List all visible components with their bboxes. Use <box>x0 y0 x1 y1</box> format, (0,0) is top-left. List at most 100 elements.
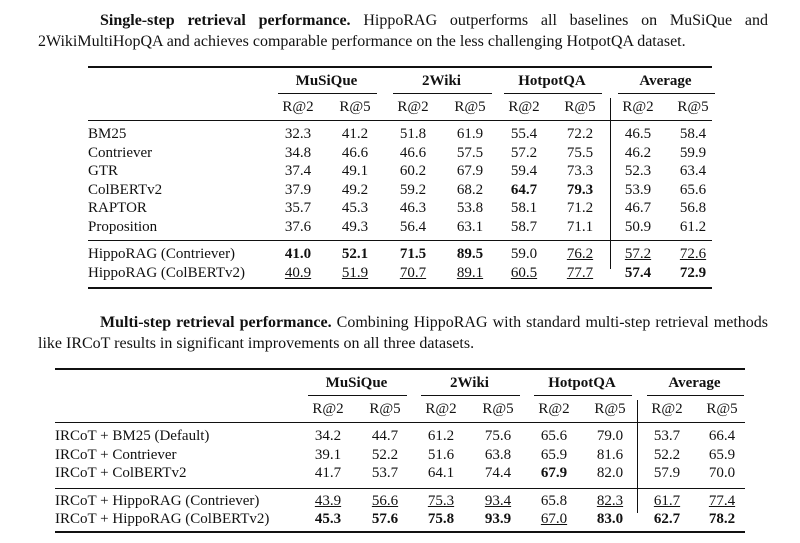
cell: 71.5 <box>399 246 427 262</box>
cell: 72.6 <box>679 246 707 262</box>
cell: 52.1 <box>341 246 369 262</box>
cell: 62.7 <box>653 511 681 527</box>
group-rule <box>393 93 492 94</box>
cell: 64.7 <box>510 181 538 198</box>
cell: 55.4 <box>510 126 538 142</box>
cell: 46.3 <box>399 200 427 216</box>
row-label: IRCoT + HippoRAG (ColBERTv2) <box>55 511 270 527</box>
metric-header: R@2 <box>425 401 457 417</box>
cell: 34.2 <box>314 428 342 444</box>
cell: 93.4 <box>484 493 512 509</box>
cell: 56.6 <box>371 493 399 509</box>
cell: 61.7 <box>653 493 681 509</box>
cell: 68.2 <box>456 181 484 198</box>
cell: 63.4 <box>679 163 707 179</box>
metric-header: R@2 <box>508 99 540 115</box>
cell: 53.8 <box>456 200 484 216</box>
cell: 46.5 <box>624 126 652 142</box>
cell: 32.3 <box>284 126 312 142</box>
cell: 46.2 <box>624 144 652 161</box>
cell: 75.6 <box>484 428 512 444</box>
cell: 72.2 <box>566 126 594 142</box>
cell: 51.6 <box>427 446 455 463</box>
cell: 66.4 <box>708 428 736 444</box>
caption: Multi-step retrieval performance. Combin… <box>38 312 768 354</box>
cell: 65.6 <box>540 428 568 444</box>
caption: Single-step retrieval performance. Hippo… <box>38 10 768 52</box>
cell: 65.9 <box>540 446 568 463</box>
cell: 60.2 <box>399 163 427 179</box>
group-header: 2Wiki <box>422 73 461 89</box>
cell: 75.5 <box>566 144 594 161</box>
group-header: 2Wiki <box>450 375 489 391</box>
cell: 40.9 <box>284 264 312 281</box>
cell: 83.0 <box>596 511 624 527</box>
table-rule <box>88 240 712 241</box>
row-label: BM25 <box>88 126 127 142</box>
metric-header: R@5 <box>564 99 596 115</box>
cell: 79.0 <box>596 428 624 444</box>
cell: 59.9 <box>679 144 707 161</box>
cell: 64.1 <box>427 465 455 481</box>
metric-header: R@2 <box>282 99 314 115</box>
cell: 52.2 <box>371 446 399 463</box>
cell: 57.2 <box>624 246 652 262</box>
metric-header: R@5 <box>706 401 738 417</box>
cell: 53.9 <box>624 181 652 198</box>
cell: 78.2 <box>708 511 736 527</box>
group-rule <box>647 395 744 396</box>
group-rule <box>308 395 407 396</box>
cell: 45.3 <box>341 200 369 216</box>
row-label: HippoRAG (Contriever) <box>88 246 236 262</box>
cell: 70.0 <box>708 465 736 481</box>
row-label: Contriever <box>88 144 153 161</box>
cell: 46.6 <box>341 144 369 161</box>
cell: 57.5 <box>456 144 484 161</box>
cell: 56.4 <box>399 218 427 235</box>
cell: 77.4 <box>708 493 736 509</box>
cell: 45.3 <box>314 511 342 527</box>
cell: 46.6 <box>399 144 427 161</box>
metric-header: R@5 <box>454 99 486 115</box>
cell: 63.8 <box>484 446 512 463</box>
cell: 71.2 <box>566 200 594 216</box>
cell: 41.7 <box>314 465 342 481</box>
row-label: IRCoT + ColBERTv2 <box>55 465 187 481</box>
metric-header: R@2 <box>312 401 344 417</box>
group-rule <box>618 93 715 94</box>
cell: 63.1 <box>456 218 484 235</box>
cell: 49.3 <box>341 218 369 235</box>
cell: 52.2 <box>653 446 681 463</box>
cell: 52.3 <box>624 163 652 179</box>
cell: 76.2 <box>566 246 594 262</box>
cell: 79.3 <box>566 181 594 198</box>
cell: 61.2 <box>427 428 455 444</box>
metric-header: R@5 <box>369 401 401 417</box>
cell: 74.4 <box>484 465 512 481</box>
group-rule <box>534 395 632 396</box>
cell: 53.7 <box>371 465 399 481</box>
metric-header: R@2 <box>651 401 683 417</box>
cell: 51.8 <box>399 126 427 142</box>
group-header: MuSiQue <box>295 73 358 89</box>
cell: 89.1 <box>456 264 484 281</box>
cell: 58.4 <box>679 126 707 142</box>
cell: 37.6 <box>284 218 312 235</box>
table-rule <box>88 120 712 121</box>
caption-title: Single-step retrieval performance. <box>100 12 351 29</box>
cell: 57.9 <box>653 465 681 481</box>
row-label: IRCoT + BM25 (Default) <box>55 428 210 444</box>
cell: 49.2 <box>341 181 369 198</box>
cell: 60.5 <box>510 264 538 281</box>
group-header: MuSiQue <box>325 375 388 391</box>
cell: 37.4 <box>284 163 312 179</box>
cell: 57.4 <box>624 264 652 281</box>
cell: 49.1 <box>341 163 369 179</box>
metric-header: R@2 <box>622 99 654 115</box>
cell: 93.9 <box>484 511 512 527</box>
cell: 39.1 <box>314 446 342 463</box>
cell: 59.2 <box>399 181 427 198</box>
row-label: ColBERTv2 <box>88 181 163 198</box>
group-header: HotpotQA <box>548 375 616 391</box>
cell: 34.8 <box>284 144 312 161</box>
